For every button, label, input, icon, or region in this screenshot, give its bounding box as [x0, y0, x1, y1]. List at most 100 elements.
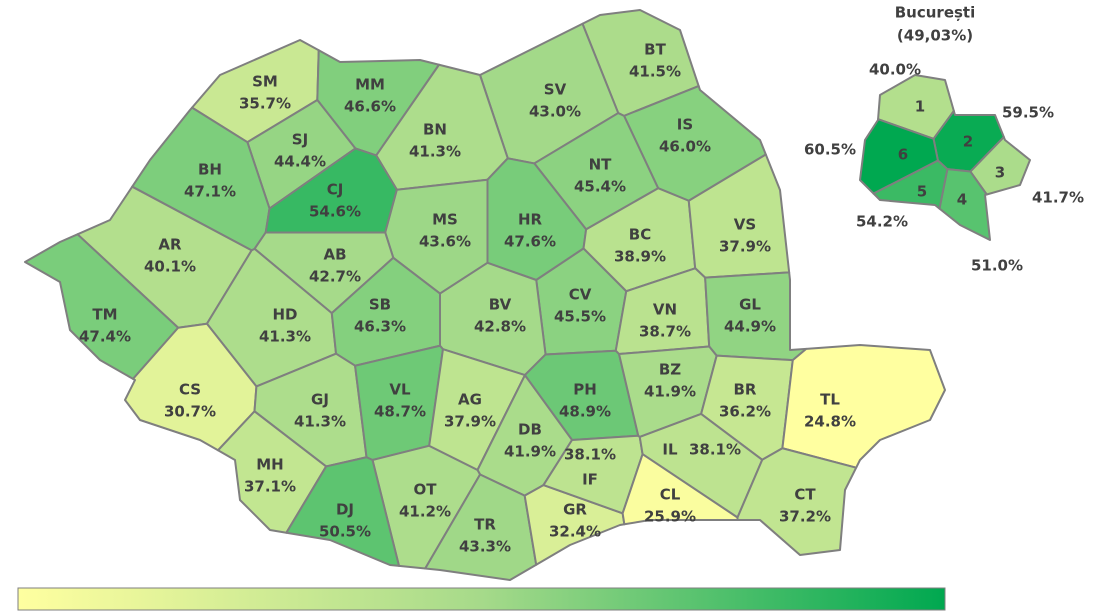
county-value: 45.4% [574, 178, 626, 196]
county-code: IL [662, 441, 678, 459]
county-value: 37.9% [444, 413, 496, 431]
county-value: 38.9% [614, 248, 666, 266]
county-code: AG [458, 391, 482, 409]
county-value: 42.7% [309, 268, 361, 286]
county-code: GJ [311, 391, 329, 409]
counties [24, 9, 1031, 581]
county [781, 344, 946, 469]
county-code: DB [518, 421, 542, 439]
county-value: 41.3% [294, 413, 346, 431]
county-code: CT [794, 486, 816, 504]
county-value: 47.1% [184, 183, 236, 201]
county-value: 45.5% [554, 308, 606, 326]
county-value: 43.3% [459, 538, 511, 556]
county-value: 41.9% [504, 443, 556, 461]
county-code: IS [677, 116, 693, 134]
sector-number: 5 [917, 183, 927, 201]
county-value: 37.2% [779, 508, 831, 526]
sector-value: 41.7% [1032, 189, 1084, 207]
county-code: BV [489, 296, 512, 314]
sector-value: 59.5% [1002, 104, 1054, 122]
county-code: NT [589, 156, 613, 174]
county [217, 410, 328, 534]
county-value: 35.7% [239, 95, 291, 113]
county-code: HD [272, 306, 297, 324]
county-code: CV [569, 286, 592, 304]
county-code: MH [256, 456, 283, 474]
county-value: 41.2% [399, 503, 451, 521]
county-code: VS [734, 216, 756, 234]
county-value: 25.9% [644, 508, 696, 526]
county-value: 42.8% [474, 318, 526, 336]
county-value: 46.0% [659, 138, 711, 156]
county-code: GR [563, 501, 587, 519]
sector [938, 168, 991, 241]
county-value: 43.6% [419, 233, 471, 251]
county-code: HR [518, 211, 543, 229]
county-code: PH [573, 381, 597, 399]
bucharest-title: București [895, 4, 976, 22]
county-code: AB [323, 246, 346, 264]
county-value: 36.2% [719, 403, 771, 421]
county-value: 32.4% [549, 523, 601, 541]
county-value: 24.8% [804, 413, 856, 431]
county [24, 233, 180, 380]
county-value: 44.4% [274, 153, 326, 171]
county-value: 38.1% [689, 441, 741, 459]
county-code: AR [158, 236, 182, 254]
county-code: BH [198, 161, 222, 179]
county [285, 456, 400, 567]
county-value: 47.4% [79, 328, 131, 346]
county-value: 47.6% [504, 233, 556, 251]
county [621, 453, 739, 526]
county-value: 46.3% [354, 318, 406, 336]
county-value: 41.3% [259, 328, 311, 346]
county-code: BN [423, 121, 447, 139]
county-code: VN [653, 301, 677, 319]
county-value: 38.7% [639, 323, 691, 341]
county-code: OT [414, 481, 438, 499]
county-code: IF [582, 471, 598, 489]
county-value: 37.1% [244, 478, 296, 496]
county-code: TL [820, 391, 840, 409]
county-value: 43.0% [529, 103, 581, 121]
sector-value: 40.0% [869, 61, 921, 79]
county-code: CJ [327, 181, 344, 199]
sector-number: 4 [957, 191, 967, 209]
county-code: SB [369, 296, 391, 314]
county-value: 46.6% [344, 98, 396, 116]
county-code: CL [660, 486, 681, 504]
county-code: BR [734, 381, 757, 399]
county-code: VL [389, 381, 411, 399]
county-value: 48.9% [559, 403, 611, 421]
sector-value: 51.0% [971, 257, 1023, 275]
sector-number: 2 [963, 133, 973, 151]
county-code: DJ [336, 501, 354, 519]
county-code: SJ [292, 131, 308, 149]
sector-value: 54.2% [856, 213, 908, 231]
county-code: SV [544, 81, 567, 99]
county-code: GL [739, 296, 761, 314]
county-code: TR [474, 516, 496, 534]
sector-number: 6 [898, 146, 908, 164]
county-value: 30.7% [164, 403, 216, 421]
sector-number: 3 [995, 164, 1005, 182]
county-code: BZ [659, 361, 681, 379]
county-code: SM [252, 73, 278, 91]
county-value: 41.5% [629, 63, 681, 81]
color-scale [17, 587, 946, 611]
sector-number: 1 [915, 98, 925, 116]
bucharest-subtitle: (49,03%) [897, 27, 973, 45]
county-code: TM [92, 306, 117, 324]
county [704, 271, 808, 362]
county-code: BC [629, 226, 651, 244]
county-value: 37.9% [719, 238, 771, 256]
sector [859, 118, 939, 195]
county-value: 41.3% [409, 143, 461, 161]
county-code: MS [432, 211, 458, 229]
sector-value: 60.5% [804, 141, 856, 159]
county-code: MM [355, 76, 385, 94]
county-value: 38.1% [564, 446, 616, 464]
